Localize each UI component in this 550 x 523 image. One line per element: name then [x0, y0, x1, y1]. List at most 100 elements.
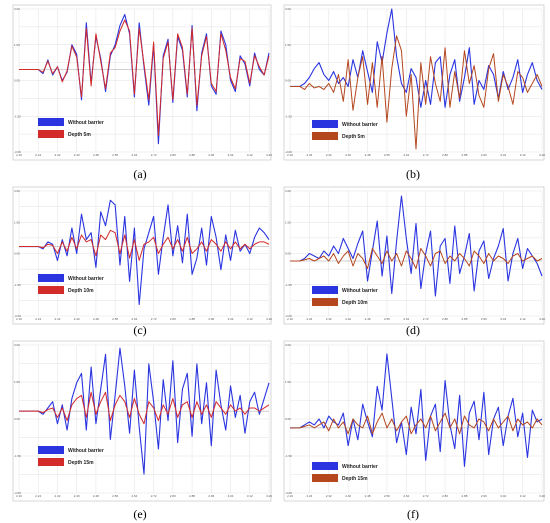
legend: Without barrier Depth 5m [312, 120, 378, 140]
y-tick-label: 0.00 [14, 79, 20, 83]
panel-label: (f) [407, 507, 419, 521]
x-tick-label: 2.64 [403, 494, 409, 498]
x-tick-label: 2.72 [423, 153, 429, 157]
x-tick-label: 3.04 [228, 317, 234, 321]
legend: Without barrier Depth 15m [312, 462, 378, 482]
legend: Without barrier Depth 5m [38, 118, 104, 138]
y-tick-label: 1.50 [14, 220, 20, 224]
legend-swatch [38, 130, 64, 138]
y-tick-label: 3.00 [285, 189, 291, 193]
x-tick-label: 2.32 [55, 494, 61, 498]
panel-label: (e) [133, 507, 146, 521]
x-tick-label: 3.20 [266, 494, 272, 498]
y-tick-label: -1.50 [285, 114, 292, 118]
panel-label: (a) [133, 167, 146, 181]
x-tick-label: 2.88 [189, 494, 195, 498]
x-tick-label: 2.80 [442, 153, 448, 157]
x-tick-label: 2.32 [326, 317, 332, 321]
x-tick-label: 3.12 [520, 317, 526, 321]
series-line [19, 391, 270, 425]
x-tick-label: 2.48 [365, 317, 371, 321]
x-tick-label: 2.88 [462, 494, 468, 498]
x-tick-label: 2.48 [365, 494, 371, 498]
legend-swatch [312, 132, 338, 140]
legend-label: Without barrier [342, 288, 378, 294]
x-tick-label: 2.32 [55, 317, 61, 321]
x-tick-label: 2.96 [208, 494, 214, 498]
panel-label: (b) [406, 167, 420, 181]
y-tick-label: -3.00 [14, 314, 21, 318]
legend-label: Without barrier [342, 464, 378, 470]
x-tick-label: 2.16 [16, 494, 22, 498]
x-tick-label: 2.40 [345, 317, 351, 321]
x-tick-label: 2.40 [345, 494, 351, 498]
panel-b: 2.16 2.24 2.32 2.40 2.48 2.56 2.64 2.72 2.80 2.88… [283, 4, 545, 181]
x-tick-label: 2.48 [365, 153, 371, 157]
y-tick-label: 3.00 [14, 189, 20, 193]
legend-label: Without barrier [68, 276, 104, 282]
panel-c: 2.16 2.24 2.32 2.40 2.48 2.56 2.64 2.72 2.80 2.88… [12, 186, 272, 337]
y-tick-label: -3.00 [285, 314, 292, 318]
legend-swatch [312, 286, 338, 294]
panel-f: 2.16 2.24 2.32 2.40 2.48 2.56 2.64 2.72 2.80 2.88… [283, 340, 545, 521]
panel-d: 2.16 2.24 2.32 2.40 2.48 2.56 2.64 2.72 2.80 2.88… [283, 186, 545, 337]
x-tick-label: 2.88 [189, 153, 195, 157]
x-tick-label: 3.04 [500, 494, 506, 498]
x-tick-label: 2.32 [326, 153, 332, 157]
x-tick-label: 3.04 [228, 153, 234, 157]
x-tick-label: 2.40 [345, 153, 351, 157]
x-tick-label: 2.40 [74, 317, 80, 321]
x-tick-label: 2.16 [287, 153, 293, 157]
x-tick-label: 2.96 [481, 317, 487, 321]
series-line [290, 8, 543, 108]
x-tick-label: 2.24 [35, 153, 41, 157]
x-tick-label: 2.64 [131, 317, 137, 321]
legend-swatch [312, 120, 338, 128]
x-tick-label: 2.40 [74, 153, 80, 157]
x-tick-label: 2.24 [35, 494, 41, 498]
legend-label: Without barrier [342, 122, 378, 128]
x-tick-label: 2.80 [170, 317, 176, 321]
legend: Without barrier Depth 10m [312, 286, 378, 306]
y-tick-label: -1.50 [14, 454, 21, 458]
legend-label: Depth 10m [342, 300, 368, 306]
panel-a: 2.16 2.24 2.32 2.40 2.48 2.56 2.64 2.72 2.80 2.88… [12, 4, 272, 181]
legend-swatch [38, 458, 64, 466]
x-tick-label: 2.72 [423, 317, 429, 321]
legend-swatch [38, 446, 64, 454]
x-tick-label: 2.72 [151, 494, 157, 498]
y-tick-label: 3.00 [285, 343, 291, 347]
y-tick-label: -1.50 [285, 283, 292, 287]
x-tick-label: 2.72 [151, 153, 157, 157]
x-tick-label: 2.32 [55, 153, 61, 157]
y-tick-label: 3.00 [14, 7, 20, 11]
x-tick-label: 2.24 [35, 317, 41, 321]
x-tick-label: 3.04 [228, 494, 234, 498]
y-tick-label: -3.00 [14, 150, 21, 154]
x-tick-label: 2.88 [462, 153, 468, 157]
x-tick-label: 2.64 [131, 153, 137, 157]
x-tick-label: 2.32 [326, 494, 332, 498]
x-tick-label: 2.16 [287, 317, 293, 321]
y-tick-label: -3.00 [14, 491, 21, 495]
legend-label: Depth 5m [342, 134, 365, 140]
x-tick-label: 2.80 [170, 494, 176, 498]
y-tick-label: 0.00 [285, 252, 291, 256]
x-tick-label: 2.40 [74, 494, 80, 498]
plot-frame [283, 186, 545, 325]
legend-swatch [312, 462, 338, 470]
x-tick-label: 2.64 [403, 153, 409, 157]
series-line [290, 248, 543, 269]
series-line [19, 19, 270, 136]
x-tick-label: 2.80 [170, 153, 176, 157]
legend-swatch [312, 474, 338, 482]
x-tick-label: 2.56 [384, 153, 390, 157]
x-tick-label: 3.20 [266, 153, 272, 157]
y-tick-label: 3.00 [14, 343, 20, 347]
x-tick-label: 2.48 [93, 153, 99, 157]
legend: Without barrier Depth 15m [38, 446, 104, 466]
x-tick-label: 2.48 [93, 494, 99, 498]
y-tick-label: 0.00 [285, 79, 291, 83]
y-tick-label: -1.50 [285, 454, 292, 458]
x-tick-label: 2.48 [93, 317, 99, 321]
